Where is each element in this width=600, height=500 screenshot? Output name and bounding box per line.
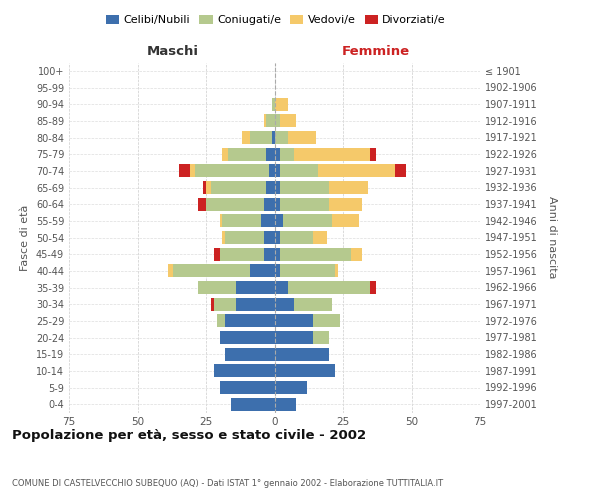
Bar <box>329 181 368 194</box>
Bar <box>275 148 280 160</box>
Bar <box>217 314 225 328</box>
Bar <box>313 231 326 244</box>
Bar <box>223 148 228 160</box>
Bar <box>230 398 275 410</box>
Bar <box>272 131 275 144</box>
Bar <box>263 231 275 244</box>
Bar <box>280 264 335 278</box>
Bar <box>275 298 293 310</box>
Bar <box>223 214 261 228</box>
Bar <box>236 281 275 294</box>
Bar <box>266 114 275 128</box>
Bar <box>225 348 275 360</box>
Bar <box>263 114 266 128</box>
Bar <box>370 148 376 160</box>
Bar <box>266 181 275 194</box>
Bar <box>206 181 211 194</box>
Bar <box>275 131 288 144</box>
Bar <box>288 131 316 144</box>
Bar <box>266 148 275 160</box>
Bar <box>250 264 275 278</box>
Bar <box>214 248 220 260</box>
Bar <box>195 164 269 177</box>
Text: Maschi: Maschi <box>147 44 199 58</box>
Bar <box>275 231 280 244</box>
Bar <box>203 181 206 194</box>
Bar <box>236 298 275 310</box>
Text: Popolazione per età, sesso e stato civile - 2002: Popolazione per età, sesso e stato civil… <box>12 430 366 442</box>
Bar <box>280 181 329 194</box>
Bar <box>167 264 173 278</box>
Text: Femmine: Femmine <box>342 44 410 58</box>
Bar <box>332 214 359 228</box>
Bar <box>275 398 296 410</box>
Bar <box>198 281 236 294</box>
Bar <box>225 231 263 244</box>
Bar <box>275 164 280 177</box>
Bar <box>288 281 370 294</box>
Bar <box>293 298 332 310</box>
Legend: Celibi/Nubili, Coniugati/e, Vedovi/e, Divorziati/e: Celibi/Nubili, Coniugati/e, Vedovi/e, Di… <box>101 10 451 30</box>
Bar <box>220 331 275 344</box>
Bar <box>280 148 293 160</box>
Bar <box>211 181 266 194</box>
Bar <box>211 298 214 310</box>
Bar <box>242 131 250 144</box>
Bar <box>275 281 288 294</box>
Bar <box>275 198 280 210</box>
Bar <box>275 248 280 260</box>
Text: COMUNE DI CASTELVECCHIO SUBEQUO (AQ) - Dati ISTAT 1° gennaio 2002 - Elaborazione: COMUNE DI CASTELVECCHIO SUBEQUO (AQ) - D… <box>12 478 443 488</box>
Bar <box>220 214 223 228</box>
Bar <box>263 248 275 260</box>
Bar <box>313 331 329 344</box>
Bar <box>223 231 225 244</box>
Y-axis label: Anni di nascita: Anni di nascita <box>547 196 557 278</box>
Bar <box>228 148 266 160</box>
Bar <box>269 164 275 177</box>
Bar <box>275 381 307 394</box>
Bar <box>263 198 275 210</box>
Bar <box>275 364 335 378</box>
Y-axis label: Fasce di età: Fasce di età <box>20 204 30 270</box>
Bar <box>293 148 370 160</box>
Bar <box>179 164 190 177</box>
Bar <box>214 298 236 310</box>
Bar <box>275 114 280 128</box>
Bar <box>173 264 250 278</box>
Bar <box>198 198 206 210</box>
Bar <box>275 348 329 360</box>
Bar <box>395 164 406 177</box>
Bar <box>280 198 329 210</box>
Bar <box>280 248 351 260</box>
Bar <box>351 248 362 260</box>
Bar <box>275 214 283 228</box>
Bar <box>190 164 195 177</box>
Bar <box>272 98 275 110</box>
Bar <box>335 264 338 278</box>
Bar <box>225 314 275 328</box>
Bar <box>214 364 275 378</box>
Bar <box>280 231 313 244</box>
Bar <box>329 198 362 210</box>
Bar <box>261 214 275 228</box>
Bar <box>370 281 376 294</box>
Bar <box>313 314 340 328</box>
Bar <box>275 98 288 110</box>
Bar <box>275 314 313 328</box>
Bar <box>250 131 272 144</box>
Bar <box>275 264 280 278</box>
Bar <box>280 164 319 177</box>
Bar <box>280 114 296 128</box>
Bar <box>206 198 263 210</box>
Bar <box>283 214 332 228</box>
Bar <box>275 181 280 194</box>
Bar <box>220 248 263 260</box>
Bar <box>275 331 313 344</box>
Bar <box>319 164 395 177</box>
Bar <box>220 381 275 394</box>
